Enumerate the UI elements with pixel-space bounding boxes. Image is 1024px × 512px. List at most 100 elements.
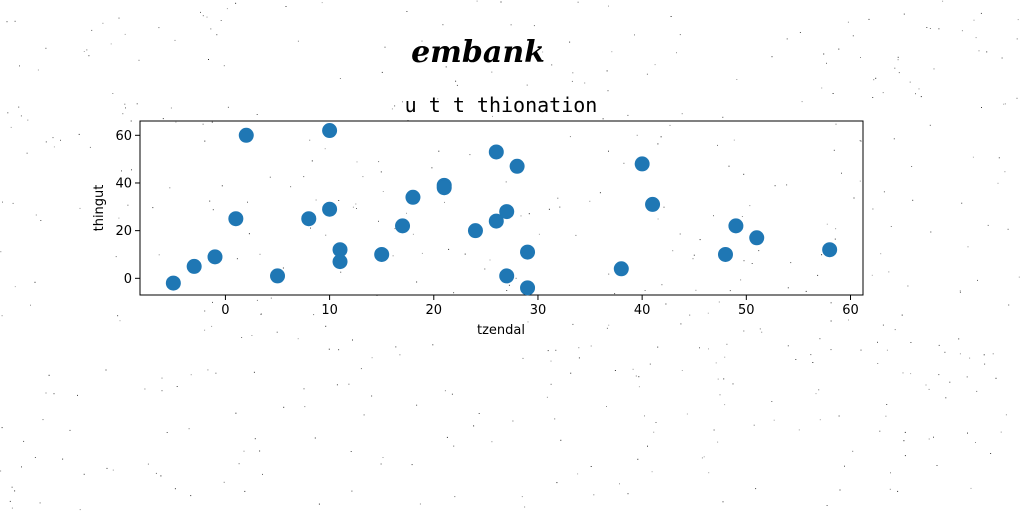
noise-speck xyxy=(533,25,535,27)
noise-speck xyxy=(877,341,878,343)
noise-speck xyxy=(158,254,160,256)
noise-speck xyxy=(801,101,803,103)
noise-speck xyxy=(933,436,934,438)
noise-speck xyxy=(715,362,717,364)
noise-speck xyxy=(190,495,192,497)
noise-speck xyxy=(394,105,396,107)
noise-speck xyxy=(464,253,466,255)
noise-speck xyxy=(356,208,357,209)
noise-speck xyxy=(211,121,213,123)
noise-speck xyxy=(21,466,22,468)
noise-speck xyxy=(380,171,382,173)
noise-speck xyxy=(248,233,250,235)
noise-speck xyxy=(351,490,353,492)
noise-speck xyxy=(805,290,807,292)
noise-speck xyxy=(577,473,579,475)
noise-speck xyxy=(559,206,561,208)
noise-speck xyxy=(872,97,874,98)
noise-speck xyxy=(695,289,697,291)
noise-speck xyxy=(253,371,255,373)
noise-speck xyxy=(826,62,827,64)
scatter-point xyxy=(238,127,254,143)
noise-speck xyxy=(912,199,914,201)
scatter-point xyxy=(332,254,348,270)
noise-speck xyxy=(741,216,743,217)
noise-speck xyxy=(42,419,44,421)
scatter-point xyxy=(165,275,181,291)
y-tick-label: 20 xyxy=(115,224,132,239)
noise-speck xyxy=(392,255,394,257)
scatter-point xyxy=(467,223,483,239)
noise-speck xyxy=(1004,171,1006,173)
noise-speck xyxy=(897,490,899,492)
noise-speck xyxy=(124,33,126,35)
noise-speck xyxy=(204,329,206,331)
noise-speck xyxy=(844,465,845,467)
noise-speck xyxy=(313,314,315,316)
noise-speck xyxy=(520,215,522,217)
noise-speck xyxy=(348,383,350,385)
noise-speck xyxy=(260,313,262,315)
noise-speck xyxy=(903,13,905,15)
noise-speck xyxy=(79,207,81,209)
scatter-point xyxy=(405,189,421,205)
noise-speck xyxy=(522,357,524,359)
noise-speck xyxy=(469,154,471,156)
scatter-point xyxy=(645,196,661,212)
noise-speck xyxy=(743,330,745,332)
noise-speck xyxy=(215,372,217,374)
noise-speck xyxy=(787,345,789,347)
noise-speck xyxy=(880,253,882,255)
noise-speck xyxy=(608,150,609,152)
noise-speck xyxy=(340,271,342,273)
noise-speck xyxy=(208,59,209,60)
noise-speck xyxy=(473,425,475,427)
noise-speck xyxy=(877,363,879,364)
noise-speck xyxy=(227,106,229,108)
noise-speck xyxy=(930,231,932,233)
noise-speck xyxy=(500,1,502,3)
noise-speck xyxy=(933,68,935,70)
noise-speck xyxy=(903,440,905,442)
x-axis: 0 10 20 30 40 50 60 xyxy=(221,295,859,318)
scatter-point xyxy=(520,244,536,260)
noise-speck xyxy=(270,297,272,299)
noise-speck xyxy=(872,208,874,210)
noise-speck xyxy=(130,120,132,122)
noise-speck xyxy=(161,390,163,392)
noise-speck xyxy=(886,349,888,351)
noise-speck xyxy=(382,191,384,192)
noise-speck xyxy=(972,156,974,158)
noise-speck xyxy=(657,346,659,348)
noise-speck xyxy=(297,338,299,340)
noise-speck xyxy=(623,162,625,164)
noise-speck xyxy=(732,383,734,385)
noise-speck xyxy=(442,24,444,26)
scatter-point xyxy=(488,213,504,229)
noise-speck xyxy=(381,71,383,73)
noise-speck xyxy=(476,0,478,2)
noise-speck xyxy=(578,357,580,359)
noise-speck xyxy=(304,406,306,408)
noise-speck xyxy=(936,465,938,466)
noise-speck xyxy=(297,40,299,42)
noise-speck xyxy=(680,323,682,325)
noise-speck xyxy=(325,325,327,327)
noise-speck xyxy=(453,292,455,294)
noise-speck xyxy=(722,501,724,503)
noise-speck xyxy=(819,419,821,421)
noise-speck xyxy=(901,314,903,316)
noise-speck xyxy=(77,394,78,396)
noise-speck xyxy=(907,285,909,287)
noise-speck xyxy=(830,320,832,322)
noise-speck xyxy=(983,354,985,356)
noise-speck xyxy=(122,113,124,115)
scatter-series xyxy=(165,123,838,296)
noise-speck xyxy=(86,49,88,51)
scatter-point xyxy=(322,123,338,139)
noise-speck xyxy=(819,338,821,340)
noise-speck xyxy=(823,53,825,55)
noise-speck xyxy=(657,143,659,145)
noise-speck xyxy=(382,457,384,458)
noise-speck xyxy=(112,93,114,94)
